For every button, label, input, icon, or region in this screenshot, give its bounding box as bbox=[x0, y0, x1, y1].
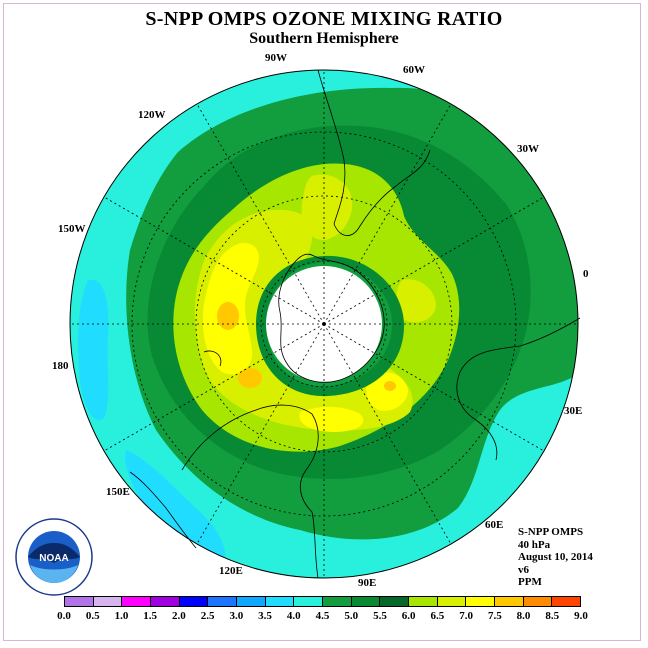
noaa-logo: NOAA bbox=[15, 518, 93, 596]
lon-label-90e: 90E bbox=[358, 577, 377, 589]
colorbar-segment bbox=[65, 597, 94, 606]
page-frame bbox=[3, 3, 641, 641]
page-title: S-NPP OMPS OZONE MIXING RATIO bbox=[145, 8, 503, 30]
contour-60-65-south bbox=[299, 406, 364, 432]
logo-bird bbox=[28, 543, 80, 563]
new-zealand-coast bbox=[129, 471, 197, 549]
lon-label-0: 0 bbox=[583, 268, 589, 280]
colorbar-tick-label: 0.0 bbox=[57, 610, 71, 622]
logo-text: NOAA bbox=[39, 553, 68, 564]
info-instrument: S-NPP OMPS bbox=[518, 526, 584, 538]
meridian-60w bbox=[323, 103, 452, 325]
colorbar-segment bbox=[265, 597, 295, 606]
colorbar-tick-label: 1.0 bbox=[114, 610, 129, 622]
colorbar-tick-label: 4.0 bbox=[286, 610, 301, 622]
colorbar-segment bbox=[151, 597, 180, 606]
ozone-field bbox=[70, 70, 578, 578]
meridian-60e bbox=[323, 323, 452, 545]
maximum-60e bbox=[384, 381, 396, 391]
latitude-circle-1 bbox=[260, 260, 388, 388]
globe-outline bbox=[69, 69, 579, 579]
colorbar-segment bbox=[466, 597, 496, 606]
colorbar-segment bbox=[208, 597, 238, 606]
colorbar-segment bbox=[437, 597, 467, 606]
colorbar-tick-label: 4.5 bbox=[315, 610, 330, 622]
lon-label-180: 180 bbox=[52, 360, 69, 372]
colorbar-segment bbox=[351, 597, 381, 606]
contour-60-65-southeast bbox=[366, 372, 408, 411]
colorbar-segment bbox=[294, 597, 324, 606]
contour-30-35-south bbox=[125, 450, 226, 572]
colorbar-segment bbox=[409, 597, 438, 606]
lon-label-120w: 120W bbox=[138, 109, 166, 121]
meridian-150w bbox=[103, 196, 325, 325]
colorbar-tick-label: 3.5 bbox=[258, 610, 272, 622]
colorbar-tick-label: 2.0 bbox=[172, 610, 186, 622]
lon-label-150w: 150W bbox=[58, 223, 86, 235]
colorbar-tick-label: 8.5 bbox=[545, 610, 560, 622]
south-america-coast bbox=[317, 69, 431, 236]
meridian-120e bbox=[196, 323, 325, 545]
meridian-150e bbox=[103, 323, 325, 452]
colorbar-segment bbox=[552, 597, 581, 606]
product-info: S-NPP OMPS 40 hPa August 10, 2014 v6 PPM bbox=[518, 526, 593, 589]
info-version: v6 bbox=[518, 563, 529, 576]
meridian-30e bbox=[323, 323, 545, 452]
contour-30-35-west bbox=[78, 279, 109, 421]
colorbar-segment bbox=[122, 597, 152, 606]
meridian-30w bbox=[323, 196, 545, 325]
lon-label-60e: 60E bbox=[485, 519, 504, 531]
contour-55-60-east bbox=[396, 279, 436, 323]
colorbar-tick-label: 7.0 bbox=[459, 610, 473, 622]
logo-wave bbox=[30, 565, 78, 583]
lon-label-30w: 30W bbox=[517, 143, 539, 155]
info-level: 40 hPa bbox=[518, 538, 551, 551]
lon-label-30e: 30E bbox=[564, 405, 583, 417]
colorbar-segment bbox=[93, 597, 123, 606]
colorbar-tick-label: 6.5 bbox=[430, 610, 445, 622]
lon-label-60w: 60W bbox=[403, 64, 425, 76]
colorbar-tick-label: 2.5 bbox=[200, 610, 215, 622]
graticule bbox=[70, 70, 578, 578]
colorbar-tick-label: 9.0 bbox=[574, 610, 588, 622]
info-units: PPM bbox=[518, 576, 542, 588]
colorbar-segment bbox=[179, 597, 209, 606]
colorbar-tick-label: 6.0 bbox=[401, 610, 416, 622]
south-pole-marker bbox=[322, 322, 326, 326]
colorbar-tick-label: 3.0 bbox=[229, 610, 244, 622]
colorbar-segment bbox=[495, 597, 524, 606]
colorbar-tick-label: 0.5 bbox=[85, 610, 100, 622]
maximum-150w bbox=[217, 302, 239, 330]
info-date: August 10, 2014 bbox=[518, 551, 593, 563]
colorbar-segment bbox=[523, 597, 553, 606]
latitude-circle-2 bbox=[195, 195, 453, 453]
colorbar-segment bbox=[237, 597, 266, 606]
colorbar bbox=[64, 596, 581, 607]
contour-55-60-north bbox=[301, 174, 353, 240]
maximum-120e bbox=[238, 368, 262, 388]
meridian-120w bbox=[196, 103, 325, 325]
africa-coast bbox=[456, 317, 581, 461]
colorbar-tick-label: 7.5 bbox=[487, 610, 502, 622]
colorbar-tick-label: 1.5 bbox=[143, 610, 158, 622]
colorbar-tick-label: 5.5 bbox=[373, 610, 387, 622]
island-coast bbox=[203, 350, 222, 367]
colorbar-tick-label: 5.0 bbox=[344, 610, 359, 622]
colorbar-tick-label: 8.0 bbox=[516, 610, 531, 622]
lon-label-90w: 90W bbox=[265, 52, 287, 64]
colorbar-segment bbox=[323, 597, 352, 606]
page-subtitle: Southern Hemisphere bbox=[249, 30, 399, 47]
lon-label-120e: 120E bbox=[219, 565, 243, 577]
lon-label-150e: 150E bbox=[106, 486, 130, 498]
colorbar-segment bbox=[380, 597, 410, 606]
